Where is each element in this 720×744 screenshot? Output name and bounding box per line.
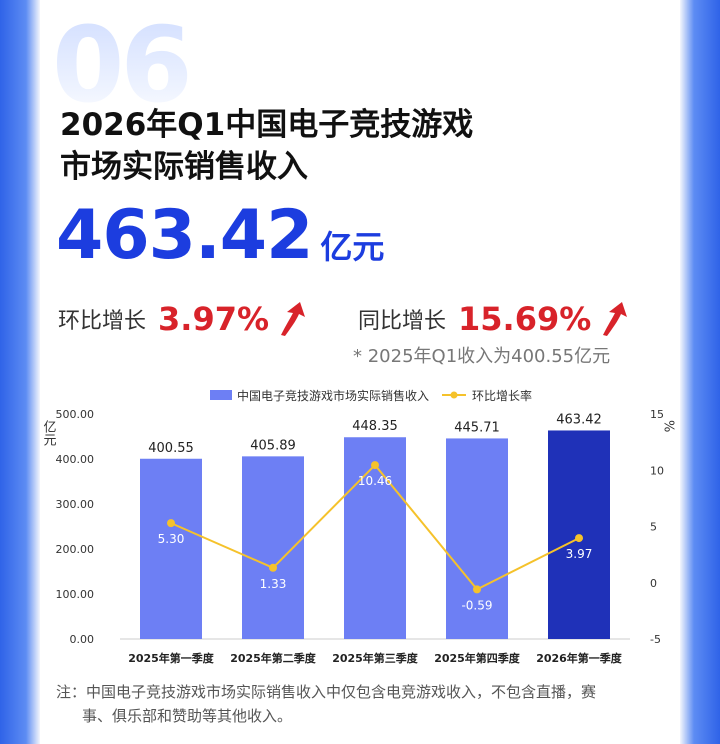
y-left-tick-label: 400.00 bbox=[56, 453, 95, 466]
growth-value-label: -0.59 bbox=[461, 598, 492, 612]
yoy-value: 15.69% bbox=[458, 300, 592, 338]
bar bbox=[140, 458, 202, 639]
legend-line-label: 环比增长率 bbox=[472, 388, 532, 403]
growth-point bbox=[269, 563, 277, 572]
title-line-1: 2026年Q1中国电子竞技游戏 bbox=[60, 107, 474, 143]
revenue-chart: 中国电子竞技游戏市场实际销售收入 环比增长率 亿元 % 0.00 100.00 20… bbox=[41, 388, 676, 665]
bar-value-label: 445.71 bbox=[454, 420, 500, 435]
y-left-tick-label: 500.00 bbox=[56, 408, 95, 421]
headline-unit: 亿元 bbox=[320, 228, 385, 266]
yoy-growth: 同比增长 15.69% bbox=[358, 300, 629, 338]
qoq-value: 3.97% bbox=[158, 300, 270, 338]
prior-year-note: * 2025年Q1收入为400.55亿元 bbox=[353, 346, 611, 367]
growth-value-label: 3.97 bbox=[566, 547, 593, 561]
bar-value-label: 463.42 bbox=[556, 412, 602, 427]
y-right-tick-label: 10 bbox=[650, 464, 664, 477]
title-line-2: 市场实际销售收入 bbox=[60, 149, 308, 185]
up-arrow-icon bbox=[281, 302, 306, 336]
y-right-tick-label: 15 bbox=[650, 408, 664, 421]
bar bbox=[344, 437, 406, 639]
x-tick-label: 2025年第二季度 bbox=[230, 651, 317, 665]
y-left-tick-label: 200.00 bbox=[56, 543, 95, 556]
bar bbox=[446, 438, 508, 639]
growth-value-label: 10.46 bbox=[358, 474, 392, 488]
headline-value: 463.42 bbox=[56, 196, 313, 275]
growth-value-label: 5.30 bbox=[158, 532, 185, 546]
y-right-axis-label: % bbox=[661, 420, 676, 432]
qoq-label: 环比增长 bbox=[58, 309, 147, 334]
y-left-tick-label: 100.00 bbox=[56, 588, 95, 601]
qoq-growth: 环比增长 3.97% bbox=[58, 300, 307, 338]
y-right-tick-label: 5 bbox=[650, 521, 657, 534]
up-arrow-icon bbox=[603, 302, 628, 336]
bar-value-label: 448.35 bbox=[352, 419, 398, 434]
page-title: 2026年Q1中国电子竞技游戏 市场实际销售收入 bbox=[60, 104, 473, 188]
growth-point bbox=[371, 461, 379, 470]
headline: 463.42 亿元 bbox=[56, 196, 384, 276]
legend-bar-swatch bbox=[210, 390, 232, 400]
bar-value-label: 400.55 bbox=[148, 441, 194, 456]
y-left-tick-label: 0.00 bbox=[70, 633, 95, 646]
bar bbox=[242, 456, 304, 639]
bar-value-label: 405.89 bbox=[250, 438, 296, 453]
growth-point bbox=[473, 585, 481, 594]
yoy-label: 同比增长 bbox=[358, 309, 447, 334]
growth-value-label: 1.33 bbox=[260, 577, 287, 591]
y-left-axis-label: 亿元 bbox=[41, 420, 57, 447]
legend-line-marker bbox=[450, 391, 458, 399]
footnote-line-1: 注：中国电子竞技游戏市场实际销售收入中仅包含电竞游戏收入，不包含直播，赛 bbox=[56, 683, 597, 701]
growth-point bbox=[167, 519, 175, 528]
growth-point bbox=[575, 534, 583, 543]
legend-bar-label: 中国电子竞技游戏市场实际销售收入 bbox=[237, 388, 429, 403]
x-tick-label: 2025年第一季度 bbox=[128, 651, 215, 665]
chart-legend: 中国电子竞技游戏市场实际销售收入 环比增长率 bbox=[210, 388, 532, 403]
y-right-tick-label: 0 bbox=[650, 577, 657, 590]
section-number: 06 bbox=[52, 4, 193, 126]
y-right-tick-label: -5 bbox=[650, 633, 661, 646]
y-left-tick-label: 300.00 bbox=[56, 498, 95, 511]
x-tick-label: 2026年第一季度 bbox=[536, 651, 623, 665]
footnote: 注：中国电子竞技游戏市场实际销售收入中仅包含电竞游戏收入，不包含直播，赛 事、俱… bbox=[56, 680, 656, 728]
x-tick-label: 2025年第四季度 bbox=[434, 651, 521, 665]
x-tick-label: 2025年第三季度 bbox=[332, 651, 419, 665]
footnote-line-2: 事、俱乐部和赞助等其他收入。 bbox=[82, 707, 293, 725]
